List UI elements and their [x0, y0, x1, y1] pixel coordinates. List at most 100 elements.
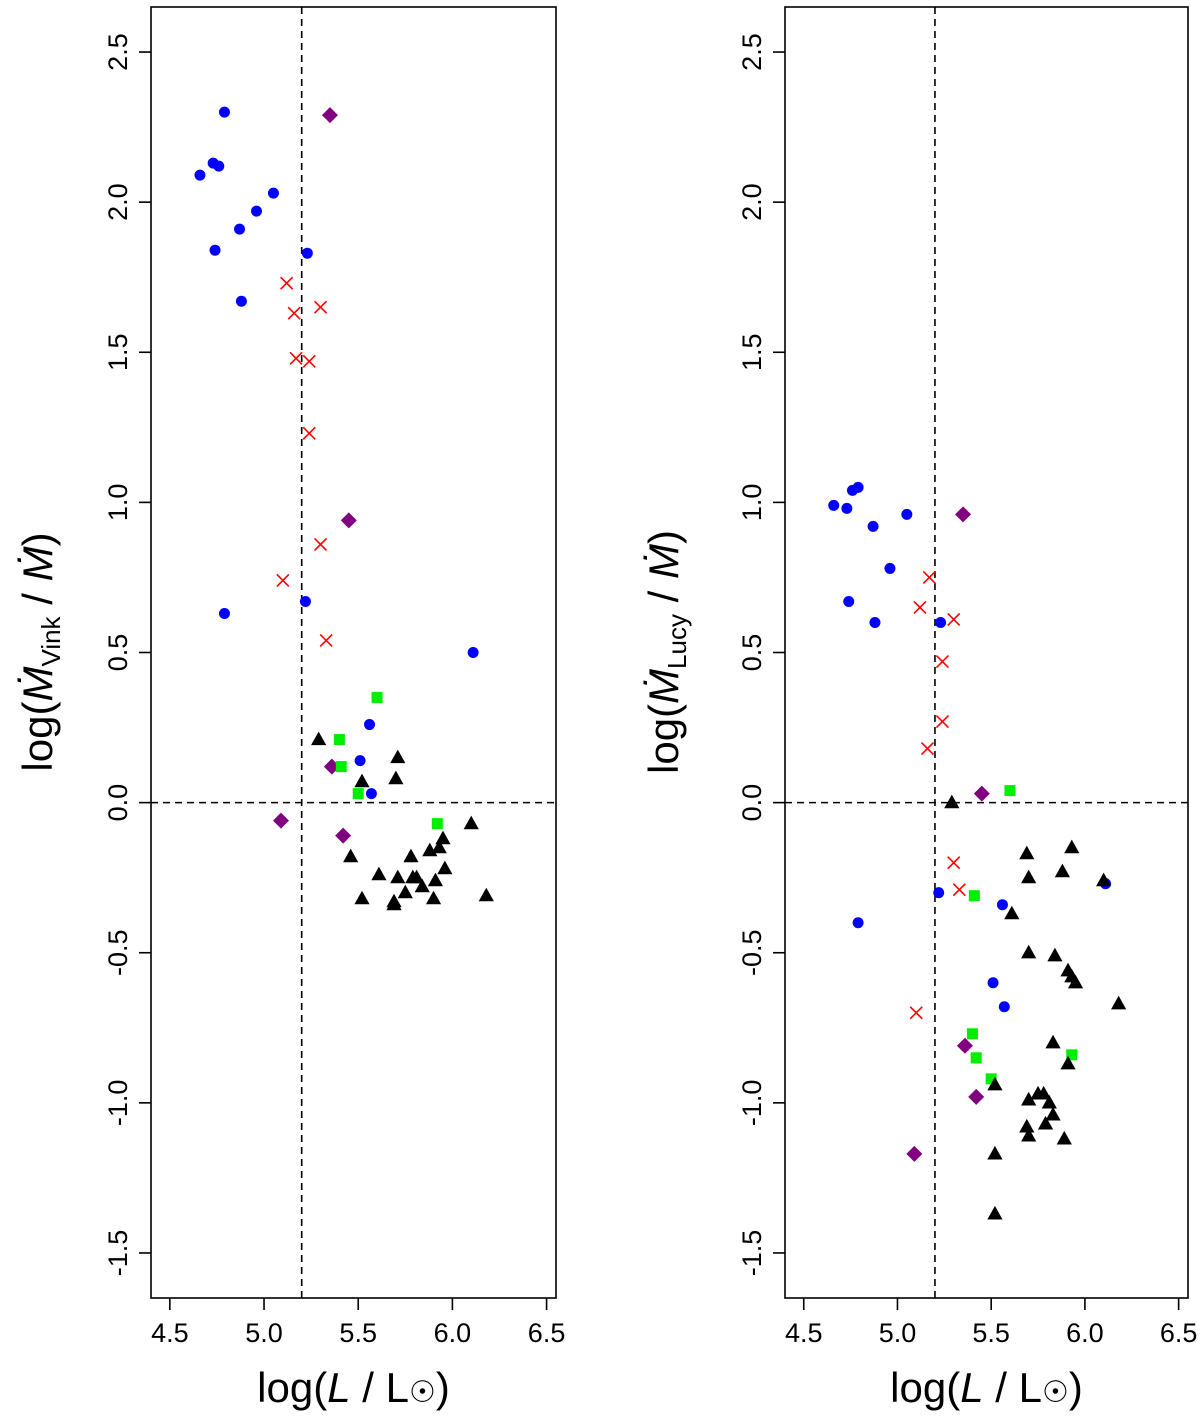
circle-point	[354, 755, 366, 767]
triangle-point	[987, 1205, 1003, 1220]
x-tick-label: 4.5	[785, 1318, 823, 1348]
y-tick-label: 2.5	[103, 33, 133, 71]
circle-point	[218, 607, 230, 619]
diamond-point	[956, 1037, 973, 1054]
diamond-point	[906, 1145, 923, 1162]
y-tick-label: -0.5	[737, 929, 767, 976]
x-axis-title: log(L / L☉)	[257, 1364, 450, 1411]
cross-point	[289, 351, 303, 365]
triangle-point	[390, 749, 406, 764]
circle-point	[828, 499, 840, 511]
triangle-point	[478, 887, 494, 902]
triangle-point	[1096, 872, 1112, 887]
cross-point	[313, 537, 328, 551]
square-point	[352, 788, 364, 800]
x-axis-title: log(L / L☉)	[890, 1364, 1083, 1411]
circle-point	[267, 187, 279, 199]
circle-point	[364, 719, 376, 731]
cross-point	[913, 600, 927, 615]
cross-point	[276, 573, 290, 588]
square-point	[333, 734, 345, 746]
square-point	[968, 890, 980, 902]
cross-point	[947, 856, 961, 870]
triangle-point	[1045, 1106, 1061, 1121]
circle-point	[250, 205, 262, 217]
triangle-point	[1045, 1034, 1061, 1049]
x-tick-label: 6.0	[1066, 1318, 1104, 1348]
y-tick-label: -1.5	[737, 1230, 767, 1277]
cross-point	[302, 426, 316, 440]
triangle-point	[1021, 1091, 1037, 1106]
x-tick-label: 6.0	[434, 1318, 472, 1348]
triangle-point	[1021, 944, 1037, 959]
circle-point	[841, 502, 853, 514]
square-point	[371, 692, 383, 704]
cross-point	[909, 1006, 923, 1020]
circle-point	[987, 977, 999, 989]
triangle-point	[1021, 869, 1037, 884]
circle-point	[467, 647, 479, 658]
circle-point	[235, 295, 247, 307]
x-tick-label: 6.5	[1160, 1318, 1198, 1348]
plot-frame	[784, 6, 1189, 1299]
triangle-point	[1021, 1127, 1037, 1142]
triangle-point	[311, 731, 327, 746]
triangle-point	[463, 815, 479, 830]
triangle-point	[386, 896, 402, 911]
cross-point	[952, 883, 966, 897]
x-tick-label: 5.0	[879, 1318, 917, 1348]
panel-vink: 4.5 5.0 5.5 6.0 6.5 -1.5 -1.0 -0.5 0.0 0.5 1.0 1.5 2…	[14, 6, 566, 1411]
triangle-point	[354, 773, 370, 788]
y-tick-label: -1.0	[103, 1080, 133, 1127]
triangle-point	[1019, 1118, 1035, 1133]
y-tick-label: 0.5	[737, 634, 767, 672]
circle-point	[234, 223, 246, 235]
triangle-point	[435, 830, 451, 845]
cross-point	[287, 306, 301, 320]
circle-point	[901, 508, 913, 520]
cross-point	[319, 633, 333, 648]
y-tick-label: 2.5	[737, 33, 767, 71]
y-tick-label: 0.5	[103, 634, 133, 672]
triangle-point	[414, 878, 430, 893]
y-tick-label: 1.5	[737, 333, 767, 371]
circle-point	[213, 160, 225, 172]
square-point	[1066, 1049, 1078, 1061]
triangle-point	[1004, 905, 1020, 920]
circle-point	[194, 169, 206, 181]
cross-point	[935, 654, 950, 669]
circle-point	[365, 788, 377, 800]
cross-point	[302, 354, 316, 368]
triangle-point	[944, 794, 960, 809]
x-tick-label: 5.5	[972, 1318, 1010, 1348]
diamond-point	[955, 506, 972, 523]
triangle-point	[1037, 1115, 1054, 1130]
triangle-point	[354, 890, 370, 905]
triangle-point	[403, 848, 419, 863]
diamond-point	[272, 812, 289, 829]
cross-point	[935, 714, 950, 729]
plot-frame	[150, 6, 557, 1299]
cross-point	[313, 300, 328, 314]
x-tick-label: 4.5	[151, 1318, 189, 1348]
triangle-point	[431, 839, 447, 854]
square-point	[970, 1052, 982, 1064]
x-tick-label: 6.5	[528, 1318, 566, 1348]
triangle-point	[1036, 1085, 1052, 1100]
circle-point	[218, 106, 230, 118]
triangle-point	[987, 1076, 1003, 1091]
cross-point	[920, 742, 935, 756]
circle-point	[209, 244, 221, 256]
circle-point	[843, 595, 855, 607]
y-tick-label: -1.5	[103, 1230, 133, 1277]
triangle-point	[343, 848, 359, 863]
circle-point	[852, 917, 864, 929]
triangle-point	[425, 890, 442, 905]
triangle-point	[1064, 839, 1080, 854]
x-tick-label: 5.0	[245, 1318, 283, 1348]
circle-point	[301, 247, 313, 259]
triangle-point	[390, 869, 406, 884]
circle-point	[852, 481, 864, 493]
triangle-point	[427, 872, 444, 887]
